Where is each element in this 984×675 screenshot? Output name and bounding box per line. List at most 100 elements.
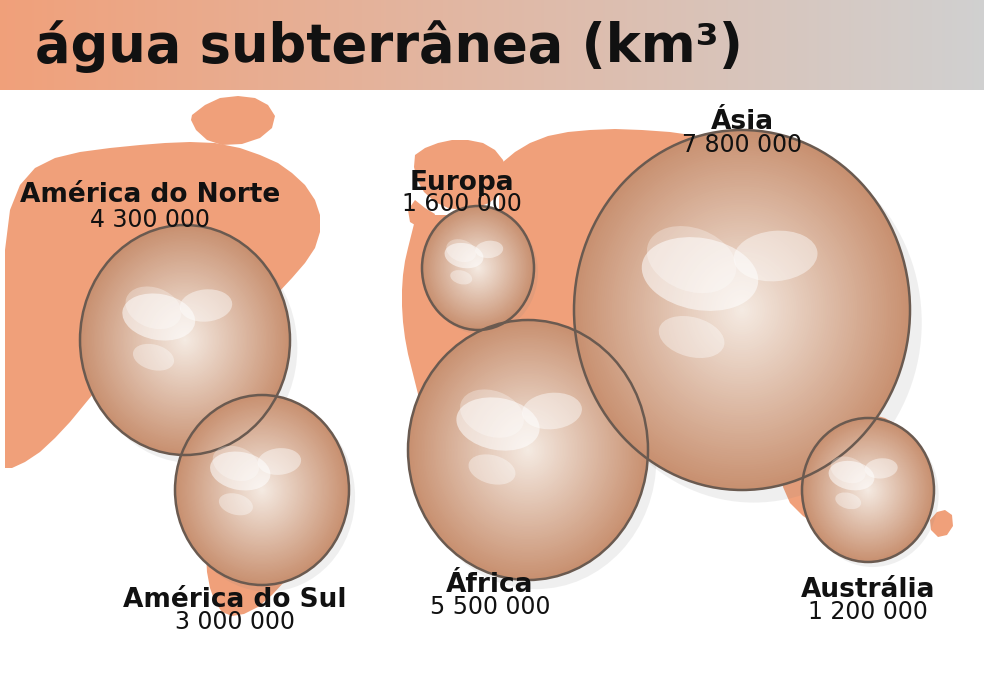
Bar xyxy=(559,0,562,90)
Ellipse shape xyxy=(803,419,933,561)
Bar xyxy=(797,0,801,90)
Bar xyxy=(185,0,188,90)
Ellipse shape xyxy=(191,413,333,567)
Bar xyxy=(0,0,4,90)
Bar xyxy=(903,0,906,90)
Ellipse shape xyxy=(607,166,877,454)
Ellipse shape xyxy=(430,215,526,321)
Ellipse shape xyxy=(239,465,284,515)
Ellipse shape xyxy=(240,466,283,514)
Ellipse shape xyxy=(165,319,205,362)
Ellipse shape xyxy=(460,247,497,289)
Ellipse shape xyxy=(106,254,264,426)
Ellipse shape xyxy=(109,256,261,423)
Bar xyxy=(2,0,6,90)
Ellipse shape xyxy=(184,404,340,576)
Bar xyxy=(834,0,837,90)
Ellipse shape xyxy=(826,443,911,537)
Bar xyxy=(298,0,301,90)
Bar xyxy=(642,0,646,90)
Ellipse shape xyxy=(809,425,927,555)
Bar xyxy=(148,0,152,90)
Ellipse shape xyxy=(468,454,516,485)
Ellipse shape xyxy=(111,259,259,421)
Bar xyxy=(815,0,818,90)
Ellipse shape xyxy=(180,290,232,322)
Bar xyxy=(556,0,560,90)
Bar xyxy=(37,0,40,90)
Ellipse shape xyxy=(856,477,880,503)
Ellipse shape xyxy=(219,443,304,537)
Bar xyxy=(702,0,705,90)
Ellipse shape xyxy=(129,278,241,402)
Ellipse shape xyxy=(836,456,899,524)
Bar xyxy=(876,0,880,90)
Ellipse shape xyxy=(807,423,939,567)
Ellipse shape xyxy=(433,219,523,318)
Ellipse shape xyxy=(102,250,268,431)
Ellipse shape xyxy=(518,439,538,462)
Bar xyxy=(453,0,457,90)
Ellipse shape xyxy=(194,415,331,565)
Bar xyxy=(851,0,855,90)
Ellipse shape xyxy=(174,329,196,352)
Ellipse shape xyxy=(828,446,908,534)
Bar xyxy=(605,0,609,90)
Bar xyxy=(549,0,552,90)
Bar xyxy=(938,0,941,90)
Bar xyxy=(96,0,99,90)
Ellipse shape xyxy=(466,383,589,516)
Bar xyxy=(91,0,94,90)
Ellipse shape xyxy=(110,258,260,422)
Bar xyxy=(608,0,611,90)
Ellipse shape xyxy=(477,267,478,269)
Ellipse shape xyxy=(813,430,923,550)
Bar xyxy=(492,0,496,90)
Bar xyxy=(647,0,650,90)
Ellipse shape xyxy=(428,213,527,323)
Ellipse shape xyxy=(677,240,807,380)
Bar xyxy=(392,0,395,90)
Ellipse shape xyxy=(246,472,278,508)
Bar xyxy=(974,0,978,90)
Bar xyxy=(874,0,877,90)
Ellipse shape xyxy=(123,273,247,408)
Bar xyxy=(672,0,675,90)
Ellipse shape xyxy=(444,230,513,306)
Bar xyxy=(418,0,422,90)
Ellipse shape xyxy=(855,476,882,504)
Ellipse shape xyxy=(154,306,216,375)
Ellipse shape xyxy=(154,307,215,373)
Bar xyxy=(654,0,658,90)
Bar xyxy=(610,0,614,90)
Ellipse shape xyxy=(829,447,907,533)
Ellipse shape xyxy=(151,302,219,377)
Ellipse shape xyxy=(449,364,607,536)
Ellipse shape xyxy=(438,352,618,547)
Ellipse shape xyxy=(466,256,489,280)
Ellipse shape xyxy=(698,263,786,357)
Bar xyxy=(308,0,311,90)
Bar xyxy=(111,0,114,90)
Bar xyxy=(212,0,215,90)
Ellipse shape xyxy=(432,217,524,319)
Ellipse shape xyxy=(512,432,544,468)
Text: Europa: Europa xyxy=(409,170,515,196)
Bar xyxy=(82,0,85,90)
Bar xyxy=(396,0,400,90)
Ellipse shape xyxy=(850,470,887,510)
Polygon shape xyxy=(832,187,858,216)
Ellipse shape xyxy=(671,234,814,387)
Ellipse shape xyxy=(593,151,892,470)
Bar xyxy=(352,0,355,90)
Bar xyxy=(879,0,882,90)
Ellipse shape xyxy=(423,336,633,564)
Bar xyxy=(920,0,924,90)
Ellipse shape xyxy=(178,333,192,347)
Ellipse shape xyxy=(113,261,257,419)
Ellipse shape xyxy=(830,448,907,533)
Ellipse shape xyxy=(845,465,892,515)
Ellipse shape xyxy=(822,439,914,541)
Bar xyxy=(726,0,729,90)
Ellipse shape xyxy=(135,286,235,395)
